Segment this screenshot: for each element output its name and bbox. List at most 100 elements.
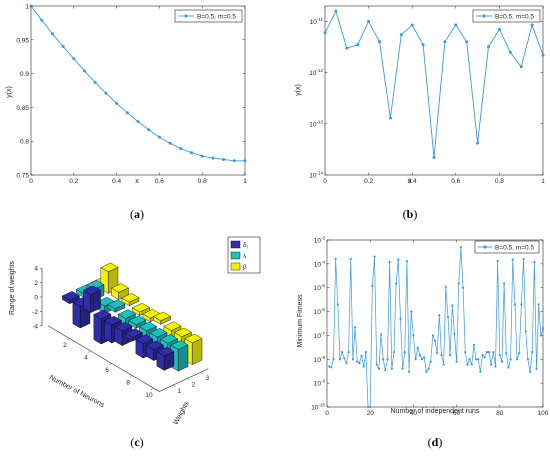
panel-c-bar-top <box>149 328 168 338</box>
panel-d-data-point <box>414 358 417 361</box>
panel-d-data-point <box>513 303 517 306</box>
panel-d-data-point <box>395 282 398 285</box>
panel-c-bar <box>128 315 147 329</box>
panel-d-data-point <box>390 367 393 370</box>
panel-b-caption-letter: b <box>407 207 414 221</box>
panel-a-xtick-label: 0.4 <box>112 178 121 185</box>
panel-b-data-point <box>487 45 490 49</box>
panel-d-data-point <box>429 360 432 363</box>
panel-d-ytick-label: 10-9 <box>314 379 326 388</box>
panel-d-data-point <box>472 343 475 347</box>
panel-d-data-point <box>442 363 445 366</box>
panel-c-neuron-tick <box>66 338 70 341</box>
panel-c-neuron-tick-label: 2 <box>63 342 67 349</box>
panel-d-data-point <box>418 353 421 357</box>
panel-d-data-point <box>369 405 372 409</box>
panel-d-data-point <box>468 358 471 361</box>
panel-b-caption: (b) <box>403 207 418 221</box>
panel-c-bar <box>110 283 129 300</box>
panel-d-data-point <box>427 367 430 370</box>
panel-a-data-point <box>125 111 129 115</box>
panel-a-legend-label: B=0.5, m=0.5 <box>197 14 236 21</box>
panel-d-line-chart: 0 20 40 60 80 100 10-3 10-4 10-5 10-6 10-7 10-8 10-9… <box>297 236 549 450</box>
panel-d-data-point <box>351 358 355 361</box>
panel-c-bar-top <box>156 346 175 357</box>
panel-c-xlabel: Weights <box>173 400 191 426</box>
panel-d-data-point <box>479 370 482 373</box>
panel-a-caption: (a) <box>130 207 144 221</box>
panel-d-legend-box <box>474 240 540 254</box>
panel-d-data-point <box>425 370 428 373</box>
panel-d-data-point <box>492 351 495 354</box>
panel-d-data-point <box>410 310 413 313</box>
panel-d-data-point <box>459 246 463 249</box>
panel-d-plot-area: 0 20 40 60 80 100 10-3 10-4 10-5 10-6 10-7 10-8 10-9… <box>311 236 549 418</box>
panel-d-data-point <box>401 367 404 370</box>
panel-d-data-point <box>423 356 426 359</box>
panel-d-data-point <box>533 260 536 264</box>
panel-c-ztick-label: 4 <box>34 266 38 273</box>
panel-c-bar <box>72 297 91 329</box>
panel-d-data-point <box>461 286 465 289</box>
panel-d-data-point <box>373 255 376 258</box>
panel-a-data-point <box>104 91 108 95</box>
panel-a-line-chart: 0 0.2 0.4 0.6 0.8 1 0.75 0.8 0.85 0.9 0.95 1 x y(x)… <box>6 4 247 222</box>
panel-d-data-point <box>375 363 378 366</box>
panel-c-bar-top <box>93 309 112 320</box>
panel-d-ytick-label: 10-5 <box>314 283 326 292</box>
panel-c-neuron-tick-label: 8 <box>126 379 130 386</box>
panel-c-bar-top <box>110 283 129 293</box>
panel-d-data-point <box>505 352 508 355</box>
panel-a-ylabel: y(x) <box>6 86 13 98</box>
panel-d-data-point <box>431 334 434 337</box>
panel-d-data-point <box>332 358 335 361</box>
panel-a-ytick-label: 0.9 <box>20 71 29 78</box>
panel-a-data-point <box>157 135 161 139</box>
panel-d-data-point <box>507 366 510 369</box>
panel-d-data-point <box>386 358 389 361</box>
panel-d-data-point <box>477 358 480 361</box>
panel-b-series-line <box>324 9 544 158</box>
panel-d-data-point <box>371 284 374 287</box>
panel-c-bar-top <box>173 327 192 338</box>
panel-d-data-point <box>436 352 439 355</box>
panel-a-legend: B=0.5, m=0.5 <box>174 9 243 23</box>
panel-d-data-point <box>330 366 333 369</box>
panel-d-data-point <box>490 363 493 366</box>
panel-c-neuron-tick-label: 10 <box>145 392 153 399</box>
panel-d-data-point <box>358 361 361 365</box>
panel-d-data-point <box>384 369 387 372</box>
panel-c-weight-tick-label: 1 <box>177 388 181 395</box>
panel-d-data-point <box>518 352 521 355</box>
panel-d-data-point <box>360 354 363 357</box>
panel-d-legend-label: B=0.5, m=0.5 <box>495 245 534 252</box>
panel-d-data-point <box>382 358 385 361</box>
panel-a-data-point <box>190 151 193 155</box>
panel-d-ytick-label: 10-6 <box>314 307 326 316</box>
panel-c-neuron-tick-label: 4 <box>84 355 88 362</box>
panel-a-data-point <box>211 156 215 160</box>
panel-d-data-point <box>485 351 488 354</box>
panel-a-data-point <box>179 147 183 151</box>
panel-d-data-point <box>483 356 486 359</box>
panel-c-bar-top <box>121 293 140 303</box>
panel-d-data-point <box>338 358 342 361</box>
panel-b-data-point <box>378 40 381 44</box>
panel-c-bar-top <box>128 315 147 325</box>
panel-d-data-point <box>364 351 367 354</box>
panel-d-data-point <box>362 365 365 368</box>
panel-d-data-point <box>353 326 357 329</box>
panel-c-bar-top <box>131 302 150 313</box>
panel-a-xtick-label: 0.6 <box>155 178 164 185</box>
panel-b-data-point <box>508 50 512 54</box>
panel-d-data-point <box>466 363 469 366</box>
panel-a-data-point <box>29 4 33 8</box>
panel-a-ytick-label: 0.85 <box>16 105 29 112</box>
panel-b-data-point <box>432 155 436 159</box>
panel-b-legend-marker <box>482 14 486 18</box>
panel-a-frame <box>30 5 246 176</box>
panel-a-data-point <box>136 120 140 124</box>
panel-d-data-point <box>509 358 512 361</box>
panel-d-data-point <box>341 351 344 354</box>
